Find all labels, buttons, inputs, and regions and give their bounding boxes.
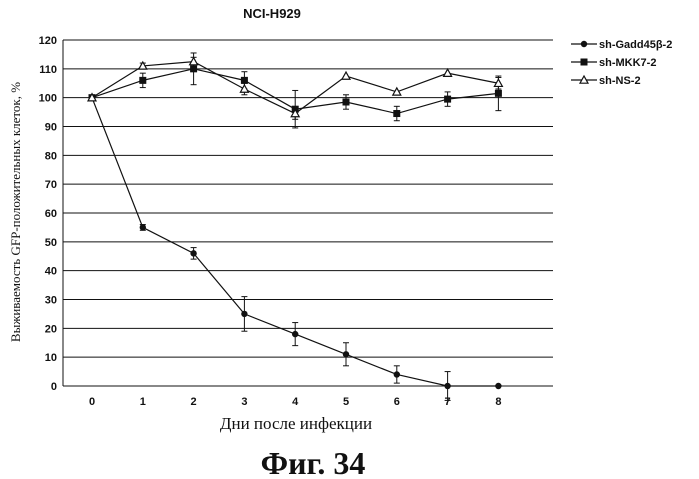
x-tick-label: 1 (140, 396, 146, 408)
data-point (495, 383, 501, 389)
series-2 (88, 57, 502, 119)
y-tick-label: 120 (39, 35, 57, 47)
data-point (292, 331, 298, 337)
data-point (393, 110, 400, 117)
x-axis-ticks: 012345678 (89, 396, 502, 408)
y-tick-label: 90 (45, 122, 57, 134)
legend-label: sh-MKK7-2 (599, 57, 656, 69)
y-tick-label: 30 (45, 295, 57, 307)
y-tick-label: 10 (45, 352, 57, 364)
legend-marker (581, 41, 587, 47)
x-tick-label: 3 (241, 396, 247, 408)
x-tick-label: 4 (292, 396, 299, 408)
y-tick-label: 20 (45, 323, 57, 335)
data-point (140, 224, 146, 230)
x-axis-label: Дни после инфекции (220, 414, 372, 433)
legend: sh-Gadd45β-2 sh-MKK7-2 sh-NS-2 (571, 39, 672, 87)
data-point (190, 250, 196, 256)
data-point (343, 98, 350, 105)
data-point (342, 72, 350, 79)
y-tick-label: 0 (51, 381, 57, 393)
x-tick-label: 0 (89, 396, 95, 408)
legend-label: sh-Gadd45β-2 (599, 39, 672, 51)
series-0 (89, 94, 502, 400)
data-point (190, 58, 198, 65)
y-tick-label: 110 (39, 64, 57, 76)
y-tick-label: 50 (45, 237, 57, 249)
data-point (343, 351, 349, 357)
data-point (139, 77, 146, 84)
data-point (444, 96, 451, 103)
x-tick-label: 5 (343, 396, 349, 408)
chart-title: NCI-H929 (243, 6, 301, 21)
data-point (394, 371, 400, 377)
data-point (495, 90, 502, 97)
figure-caption: Фиг. 34 (261, 445, 366, 479)
y-tick-label: 70 (45, 179, 57, 191)
x-tick-label: 2 (191, 396, 197, 408)
data-point (444, 383, 450, 389)
y-axis-ticks: 0 10 20 30 40 50 60 70 80 90 100 110 120 (39, 35, 57, 393)
legend-label: sh-NS-2 (599, 75, 641, 87)
x-tick-label: 8 (495, 396, 501, 408)
series-layer (88, 53, 502, 400)
y-tick-label: 100 (39, 93, 57, 105)
y-axis-label: Выживаемость GFP-положительных клеток, % (8, 82, 23, 342)
data-point (241, 311, 247, 317)
x-tick-label: 6 (394, 396, 400, 408)
data-point (444, 69, 452, 76)
y-tick-label: 60 (45, 208, 57, 220)
grid (63, 40, 553, 386)
legend-marker (581, 59, 588, 66)
y-tick-label: 80 (45, 150, 57, 162)
y-tick-label: 40 (45, 266, 57, 278)
